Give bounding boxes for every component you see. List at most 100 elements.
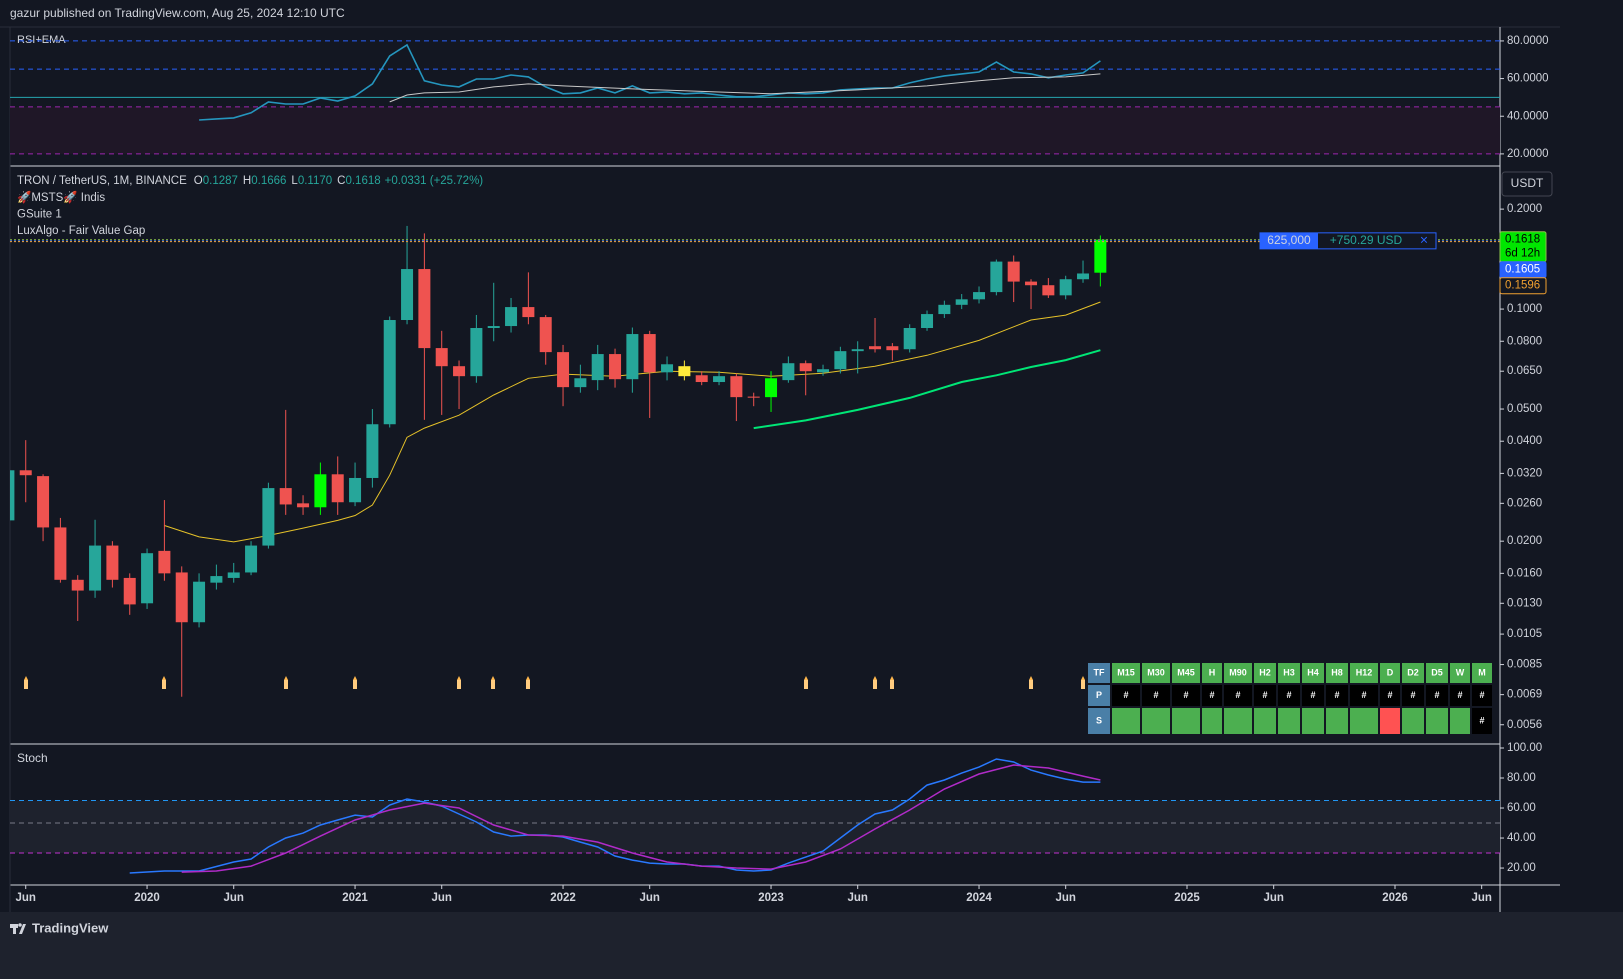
table-s-status [1450,708,1470,734]
candle-body [643,334,656,373]
table-s-status [1172,708,1200,734]
candle-body [1059,279,1072,296]
candle-body [54,527,67,580]
price-tag-label: 0.1596 [1505,280,1540,292]
candle-body [609,354,622,380]
position-close[interactable]: × [1420,232,1428,248]
y-tick-label: 0.0650 [1507,365,1542,377]
y-tick-label: 60.0000 [1507,73,1549,85]
table-header-cell [1088,663,1110,683]
table-header-cell [1254,663,1276,683]
table-p-cell [1450,685,1470,706]
table-header-label: M30 [1147,667,1165,677]
change-value: +0.0331 (+25.72%) [385,175,484,187]
bottom-bar [0,912,1623,979]
table-header-label: H4 [1307,667,1319,677]
candle-body [210,576,223,583]
table-header-label: D [1387,667,1394,677]
x-tick-label: 2021 [342,892,368,904]
candle-body [487,326,500,329]
table-p-cell [1302,685,1324,706]
pane-title: Stoch [17,751,48,765]
indicator-name: LuxAlgo - Fair Value Gap [17,225,145,237]
candle-body [10,470,15,521]
table-header-label: H8 [1331,667,1343,677]
ohlc-label: C [337,175,345,187]
price-tag-sub: 6d 12h [1505,248,1540,260]
y-tick-label: 0.2000 [1507,203,1542,215]
candle-body [37,476,50,528]
y-tick-label: 40.0000 [1507,110,1549,122]
table-p-cell [1380,685,1400,706]
candle-body [71,579,84,591]
table-s-cell [1472,708,1492,734]
table-s-status [1350,708,1378,734]
price-tag-label: 0.1618 [1505,234,1540,246]
table-header-label: H2 [1259,667,1271,677]
candle-body [730,376,743,398]
candle-body [903,328,916,350]
candle-body [141,553,154,604]
position-pnl: +750.29 USD [1330,233,1403,247]
table-header-cell [1142,663,1170,683]
table-header-cell [1450,663,1470,683]
position-box[interactable]: 625,000 +750.29 USD × [1259,232,1437,250]
table-header-label: H [1209,667,1216,677]
candle-body [661,364,674,373]
table-p-cell [1172,685,1200,706]
y-tick-label: 40.00 [1507,832,1536,844]
y-tick-label: 0.0056 [1507,719,1542,731]
candle-body [1025,281,1038,286]
table-s-last: # [1479,715,1484,725]
position-qty-bg [1260,232,1318,249]
price-tag [1499,277,1547,295]
table-p-label: # [1387,690,1392,700]
table-header-label: H12 [1356,667,1373,677]
table-header-label: H3 [1283,667,1295,677]
table-p-label: # [1286,690,1291,700]
candle-body [990,261,1003,293]
table-p-label: # [1434,690,1439,700]
candle-body [765,378,778,398]
ohlc-label: O [194,175,203,187]
moving-average [753,349,1101,430]
currency-label[interactable]: USDT [1511,176,1544,190]
moving-average [164,301,1101,543]
candle-body [869,346,882,350]
candle-body [713,376,726,383]
indicator-name: 🚀MSTS🚀 Indis [17,190,105,204]
candle-body [1094,239,1107,273]
table-p-label: # [1262,690,1267,700]
candle-body [539,317,552,353]
x-tick-label: Jun [1471,892,1491,904]
tv-brand: TradingView [32,920,109,935]
table-p-cell [1254,685,1276,706]
currency-box[interactable] [1501,171,1553,197]
table-header-cell [1380,663,1400,683]
candle-body [89,545,102,591]
x-tick-label: 2020 [134,892,160,904]
x-tick-label: 2026 [1382,892,1408,904]
table-p-cell [1472,685,1492,706]
table-p-label: # [1479,690,1484,700]
candle-body [262,488,275,546]
candle-body [574,378,587,388]
table-p-cell [1142,685,1170,706]
table-p-label: P [1096,690,1102,700]
candle-body [938,304,951,315]
candle-body [921,314,934,329]
y-tick-label: 0.0085 [1507,659,1542,671]
table-header-label: M [1478,667,1486,677]
y-tick-label: 0.0260 [1507,497,1542,509]
table-p-label: # [1410,690,1415,700]
table-p-label: # [1183,690,1188,700]
y-tick-label: 0.0400 [1507,435,1542,447]
candle-body [175,572,188,623]
candle-body [227,572,240,578]
table-p-label: # [1457,690,1462,700]
candle-body [695,375,708,383]
table-p-cell [1224,685,1252,706]
candle-body [678,366,691,377]
indicator-line [181,764,1101,873]
table-header-cell [1202,663,1222,683]
